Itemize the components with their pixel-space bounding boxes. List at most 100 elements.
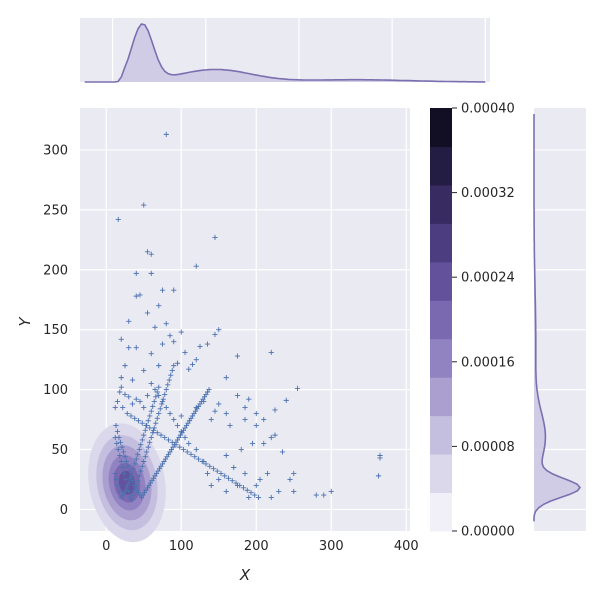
scatter-point (163, 404, 169, 411)
scatter-point (195, 456, 202, 462)
colorbar-level (430, 184, 452, 224)
scatter-point (118, 458, 124, 465)
scatter-point (123, 476, 129, 483)
scatter-point (115, 216, 121, 223)
scatter-point (133, 396, 139, 402)
scatter-point (144, 449, 150, 455)
colorbar-level (430, 146, 452, 186)
scatter-point (248, 490, 254, 496)
scatter-point (124, 485, 130, 491)
scatter-point (182, 349, 188, 356)
scatter-point (192, 454, 198, 460)
scatter-point (234, 392, 241, 399)
scatter-point (227, 422, 233, 429)
scatter-point (212, 408, 218, 414)
scatter-point (159, 287, 166, 293)
scatter-point (246, 396, 252, 402)
scatter-point (144, 392, 151, 399)
scatter-point (156, 384, 162, 390)
scatter-point (171, 363, 177, 369)
scatter-point (126, 468, 133, 474)
y-axis-ticks: 0 50 100 150 200 250 300 (43, 143, 68, 517)
scatter-point (253, 422, 259, 429)
colorbar: 0.00000 0.00008 0.00016 0.00024 0.00032 0.000… (430, 102, 515, 540)
scatter-point (132, 461, 138, 467)
scatter-point (167, 410, 173, 417)
scatter-point (272, 407, 278, 413)
scatter-point (120, 404, 126, 411)
scatter-point (124, 410, 130, 417)
scatter-point (210, 466, 217, 472)
scatter-point (120, 464, 126, 471)
y-tick-label: 250 (43, 203, 68, 218)
scatter-point (148, 408, 154, 414)
scatter-point (148, 351, 154, 357)
scatter-point (152, 324, 158, 330)
scatter-point (141, 432, 147, 438)
x-tick-label: 100 (169, 539, 194, 554)
scatter-point (123, 458, 130, 465)
scatter-point (129, 497, 135, 503)
scatter-point (126, 480, 132, 486)
scatter-point (130, 466, 136, 472)
scatter-point (150, 427, 157, 433)
colorbar-level (430, 454, 452, 494)
scatter-point (216, 476, 222, 483)
right-marginal-grid (534, 149, 586, 511)
scatter-point (128, 473, 134, 479)
scatter-point (135, 478, 141, 484)
scatter-point (212, 234, 218, 241)
scatter-point (112, 404, 118, 411)
scatter-point (204, 341, 211, 347)
scatter-point (272, 432, 278, 438)
scatter-point (135, 451, 141, 457)
scatter-point (178, 428, 184, 435)
scatter-point (114, 428, 121, 435)
scatter-points (112, 131, 383, 503)
scatter-point (321, 492, 327, 498)
scatter-point (119, 444, 125, 450)
scatter-point (114, 440, 120, 447)
scatter-point (112, 470, 118, 477)
scatter-point (193, 357, 199, 363)
scatter-point (257, 476, 263, 483)
scatter-point (178, 329, 184, 335)
scatter-point (130, 492, 136, 498)
scatter-point (171, 287, 177, 293)
scatter-point (118, 375, 124, 381)
scatter-point (244, 487, 250, 493)
scatter-point (268, 349, 274, 356)
scatter-point (223, 488, 229, 495)
scatter-point (117, 452, 123, 459)
scatter-point (242, 470, 248, 477)
scatter-point (148, 270, 154, 276)
scatter-point (261, 440, 267, 447)
scatter-point (291, 470, 297, 477)
scatter-point (375, 473, 382, 479)
scatter-point (156, 363, 162, 369)
scatter-point (114, 398, 121, 405)
colorbar-levels (430, 108, 452, 532)
scatter-point (135, 418, 142, 424)
scatter-point (203, 461, 209, 467)
scatter-point (151, 398, 157, 405)
scatter-point (129, 478, 136, 484)
scatter-point (163, 131, 169, 137)
scatter-point (122, 454, 128, 460)
top-marginal-grid (112, 18, 486, 82)
scatter-point (138, 442, 144, 448)
scatter-point (126, 488, 132, 495)
scatter-point (144, 249, 151, 255)
scatter-point (216, 327, 222, 333)
scatter-point (231, 464, 237, 471)
scatter-point (144, 422, 150, 429)
colorbar-level (430, 261, 452, 301)
scatter-point (147, 439, 153, 445)
scatter-point (225, 475, 232, 481)
scatter-point (291, 488, 297, 495)
scatter-point (208, 482, 214, 489)
scatter-point (253, 410, 259, 417)
scatter-point (283, 397, 289, 403)
scatter-point (126, 394, 132, 400)
